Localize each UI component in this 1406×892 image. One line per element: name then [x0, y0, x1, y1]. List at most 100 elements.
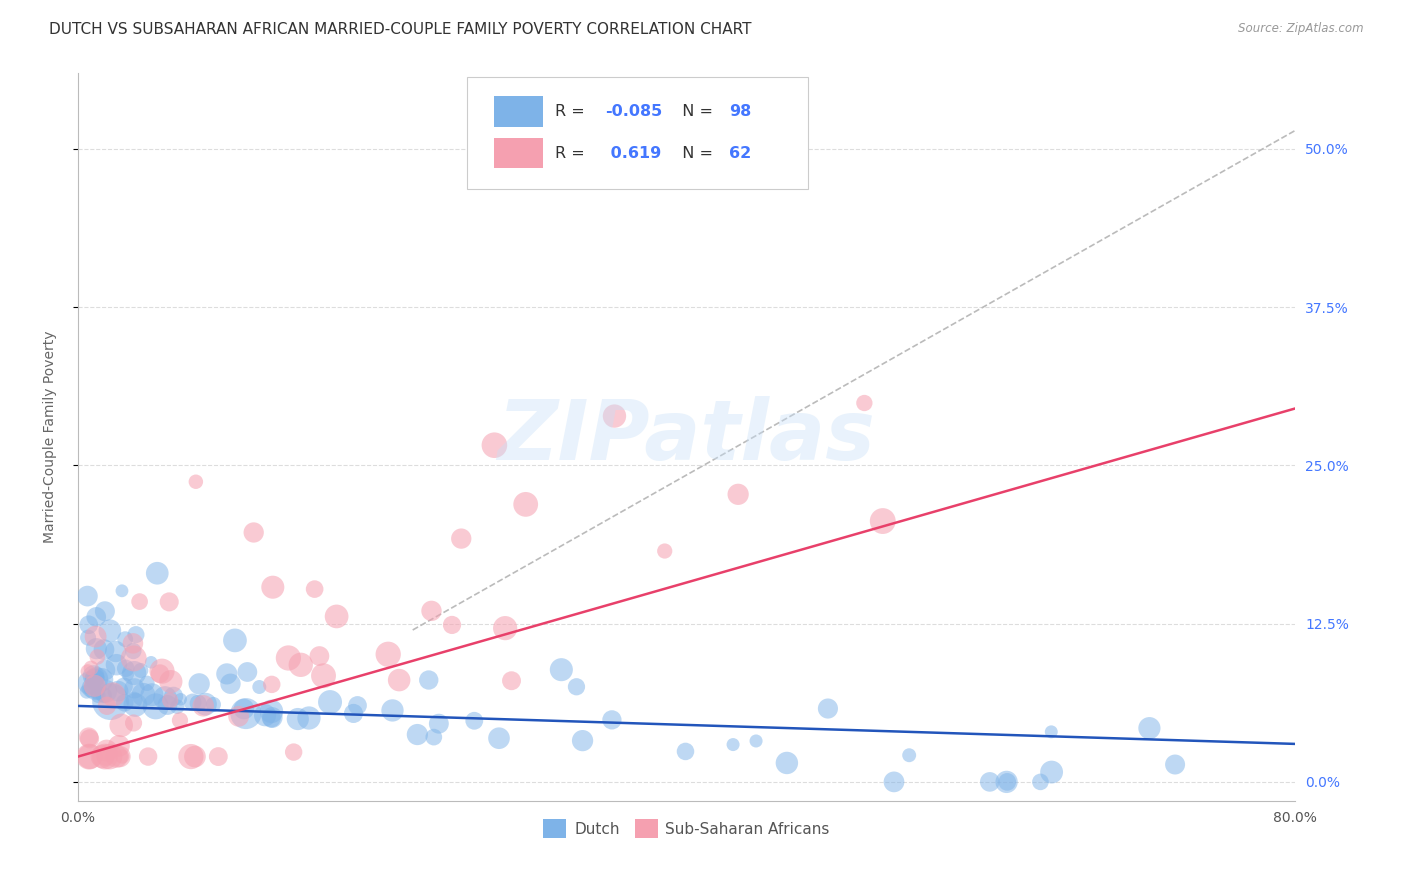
Point [82, 679, 104, 693]
Point [187, 696, 209, 710]
Point [418, 673, 440, 687]
Point [872, 514, 894, 528]
Point [853, 396, 876, 410]
Point [86, 686, 108, 700]
Point [156, 698, 179, 712]
Point [94, 684, 117, 698]
Point [128, 594, 150, 608]
Point [76, 665, 98, 679]
Point [247, 680, 270, 694]
Point [122, 666, 145, 681]
Point [450, 532, 472, 546]
Point [98, 624, 121, 638]
Point [1164, 757, 1187, 772]
Point [80, 661, 103, 675]
Point [149, 666, 172, 681]
Point [312, 669, 335, 683]
Point [94, 604, 117, 618]
Point [86, 650, 108, 665]
Point [79, 749, 101, 764]
Point [122, 636, 145, 650]
Point [77, 676, 100, 690]
Point [232, 702, 254, 716]
Point [145, 699, 167, 714]
Point [77, 617, 100, 632]
Point [1040, 765, 1063, 780]
Point [100, 695, 122, 709]
Y-axis label: Married-Couple Family Poverty: Married-Couple Family Poverty [44, 331, 58, 543]
Point [94, 749, 117, 764]
Point [94, 749, 117, 764]
Text: N =: N = [672, 145, 718, 161]
Point [979, 775, 1001, 789]
Point [420, 604, 443, 618]
Point [290, 657, 312, 672]
Point [93, 688, 115, 702]
FancyBboxPatch shape [495, 137, 543, 169]
Point [308, 648, 330, 663]
Point [995, 775, 1018, 789]
Point [124, 698, 146, 712]
Point [1040, 724, 1063, 739]
Point [501, 673, 523, 688]
Point [107, 684, 129, 698]
Point [77, 730, 100, 744]
Point [283, 745, 305, 759]
Text: N =: N = [672, 104, 718, 119]
Point [262, 580, 284, 594]
Text: R =: R = [555, 145, 591, 161]
Point [262, 710, 284, 724]
Point [406, 727, 429, 741]
Point [84, 671, 107, 685]
Point [96, 743, 118, 757]
Point [219, 677, 242, 691]
Point [86, 641, 108, 656]
Point [80, 681, 103, 695]
Point [995, 775, 1018, 789]
Point [84, 610, 107, 624]
Point [224, 633, 246, 648]
Point [77, 631, 100, 645]
Point [202, 698, 225, 712]
Point [603, 409, 626, 423]
Point [423, 730, 446, 744]
Point [727, 487, 749, 501]
Point [184, 749, 207, 764]
Point [83, 679, 105, 693]
Text: 0.619: 0.619 [605, 145, 661, 161]
Point [122, 693, 145, 707]
Point [346, 698, 368, 713]
Point [83, 669, 105, 683]
Point [101, 688, 124, 702]
Point [600, 713, 623, 727]
Point [104, 644, 127, 658]
Point [388, 673, 411, 687]
Point [157, 595, 180, 609]
Point [675, 744, 697, 758]
Point [83, 671, 105, 685]
Point [117, 667, 139, 681]
Point [139, 655, 162, 669]
Point [181, 695, 204, 709]
Point [427, 716, 450, 731]
Point [654, 544, 676, 558]
Point [381, 703, 404, 717]
Point [87, 689, 110, 703]
Point [883, 775, 905, 789]
Point [79, 731, 101, 746]
Point [98, 749, 121, 764]
Point [90, 673, 112, 687]
Point [153, 691, 176, 706]
FancyBboxPatch shape [495, 96, 543, 127]
Text: -0.085: -0.085 [605, 104, 662, 119]
Point [194, 697, 217, 711]
Point [132, 688, 155, 702]
Point [898, 748, 921, 763]
Point [188, 677, 211, 691]
Text: ZIPatlas: ZIPatlas [498, 396, 876, 477]
Text: DUTCH VS SUBSAHARAN AFRICAN MARRIED-COUPLE FAMILY POVERTY CORRELATION CHART: DUTCH VS SUBSAHARAN AFRICAN MARRIED-COUP… [49, 22, 752, 37]
Point [254, 708, 277, 723]
Point [440, 618, 463, 632]
Point [86, 672, 108, 686]
Point [1029, 775, 1052, 789]
